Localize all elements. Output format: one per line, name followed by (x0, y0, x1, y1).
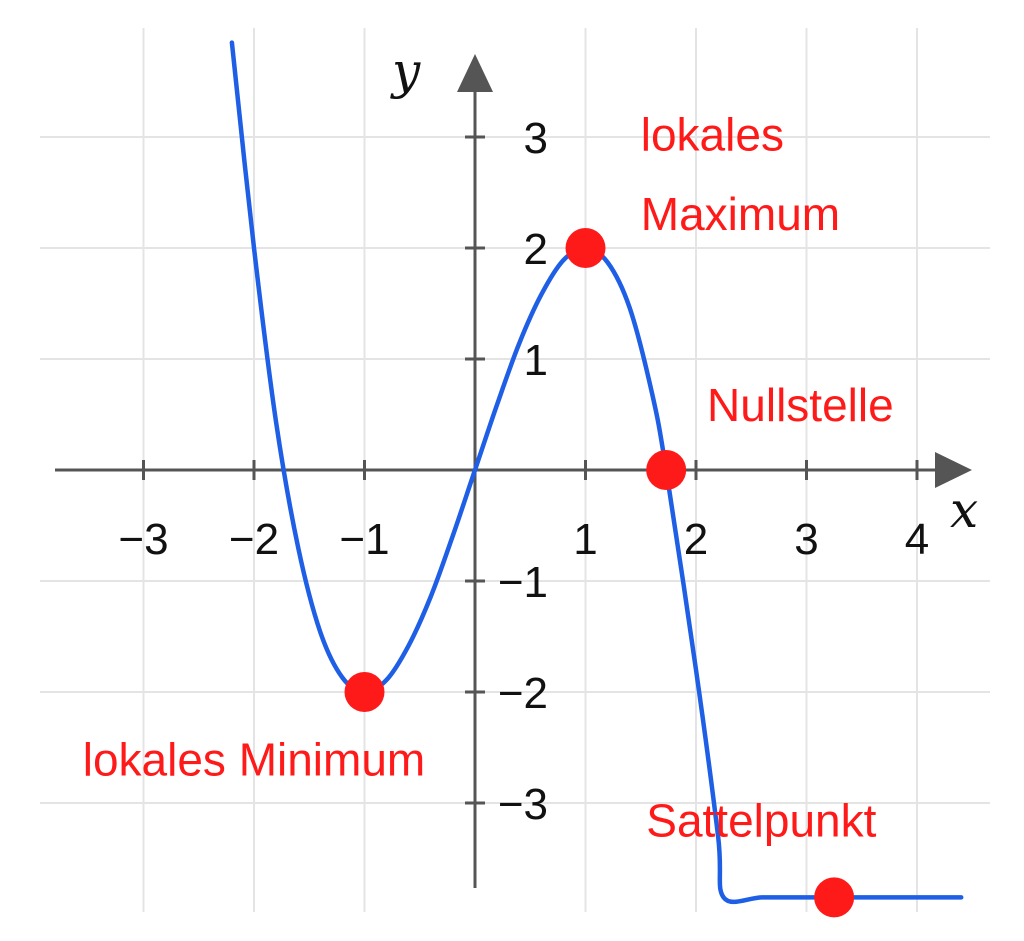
sattelpunkt-point (814, 877, 855, 918)
lokales-maximum-label: lokales Maximum (641, 108, 840, 240)
x-axis-arrow-icon (935, 452, 972, 488)
y-tick-label: −1 (498, 558, 548, 607)
x-tick-label: 3 (794, 515, 818, 564)
annotation-labels: lokales Maximum Nullstelle lokales Minimum S… (83, 108, 894, 846)
marked-points (344, 228, 855, 918)
y-axis-title: y (390, 42, 421, 100)
tick-labels: −3 −2 −1 1 2 3 4 3 2 1 −1 −2 −3 (118, 114, 929, 829)
lokales-minimum-label-line: lokales Minimum (83, 733, 426, 785)
x-tick-label: −2 (229, 515, 279, 564)
y-axis-arrow-icon (457, 54, 493, 92)
lokales-maximum-label-line: Maximum (641, 188, 840, 240)
lokales-minimum-point (344, 672, 385, 712)
y-tick-label: 3 (524, 114, 548, 163)
curve (229, 40, 964, 905)
x-tick-label: −1 (339, 515, 389, 564)
y-tick-label: −2 (498, 669, 548, 718)
x-tick-label: 1 (573, 515, 597, 564)
y-tick-label: 2 (524, 225, 548, 274)
lokales-minimum-label: lokales Minimum (83, 733, 426, 785)
x-axis-title: x (950, 481, 978, 539)
lokales-maximum-label-line: lokales (641, 108, 784, 160)
lokales-maximum-point (565, 228, 606, 268)
y-tick-label: 1 (524, 336, 548, 385)
series-line-0 (229, 40, 964, 905)
nullstelle-label: Nullstelle (707, 379, 894, 431)
y-tick-label: −3 (498, 780, 548, 829)
sattelpunkt-label: Sattelpunkt (646, 794, 876, 846)
x-tick-label: 2 (684, 515, 708, 564)
axes: x y (55, 42, 978, 888)
nullstelle-point (646, 450, 687, 490)
x-tick-label: 4 (905, 515, 929, 564)
nullstelle-label-line: Nullstelle (707, 379, 894, 431)
sattelpunkt-label-line: Sattelpunkt (646, 794, 876, 846)
x-tick-label: −3 (118, 515, 168, 564)
